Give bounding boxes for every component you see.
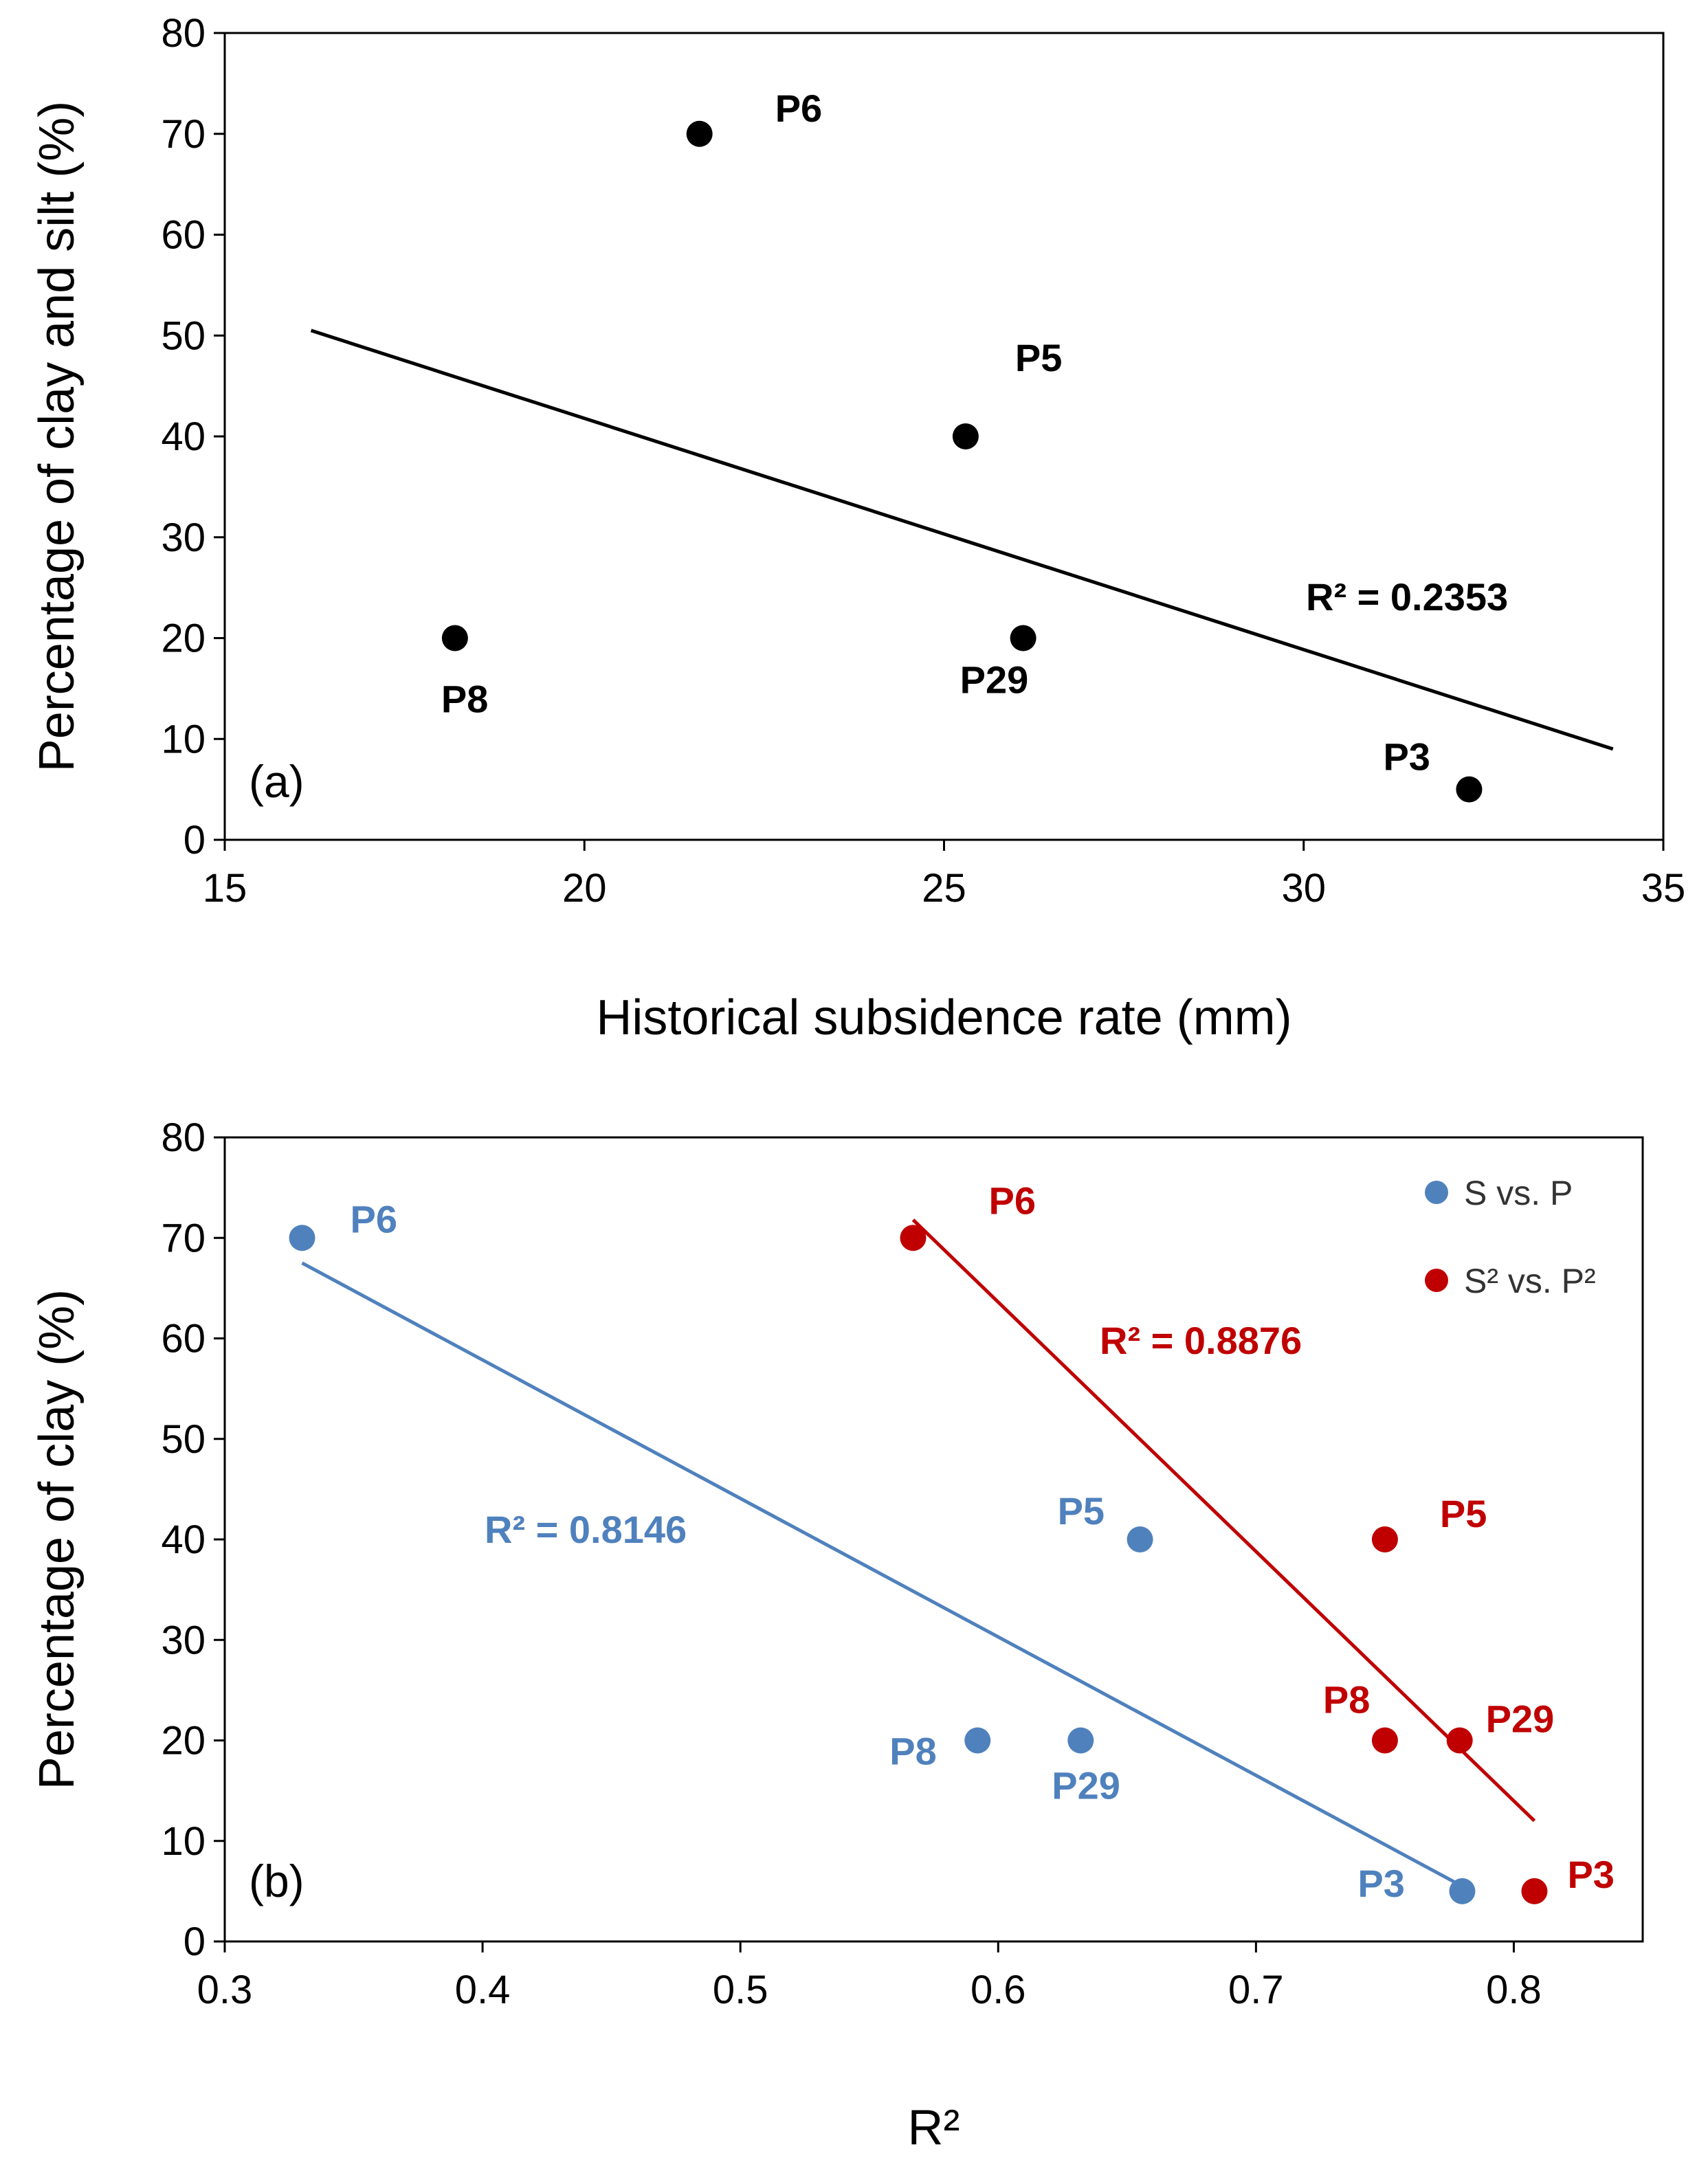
data-point <box>1446 1727 1473 1754</box>
x-tick-label: 15 <box>203 866 247 911</box>
y-tick-label: 80 <box>161 1115 206 1160</box>
x-axis-title: Historical subsidence rate (mm) <box>596 990 1291 1045</box>
y-tick-label: 40 <box>161 414 206 459</box>
data-point <box>289 1225 315 1251</box>
y-tick-label: 10 <box>161 1819 206 1864</box>
legend-marker <box>1425 1181 1448 1204</box>
point-label: P6 <box>988 1179 1036 1222</box>
x-tick-label: 0.4 <box>455 1968 511 2012</box>
data-point <box>1010 625 1036 652</box>
y-tick-label: 60 <box>161 1317 206 1361</box>
point-label: P8 <box>889 1730 937 1773</box>
data-point <box>1371 1526 1398 1552</box>
panel-label: (a) <box>249 756 304 807</box>
legend-label: S² vs. P² <box>1464 1262 1596 1300</box>
data-point <box>964 1727 991 1754</box>
y-tick-label: 20 <box>161 616 206 661</box>
x-tick-label: 35 <box>1641 866 1686 911</box>
y-tick-label: 60 <box>161 213 206 258</box>
data-point <box>1456 776 1483 803</box>
y-axis-title: Percentage of clay and silt (%) <box>30 101 85 772</box>
panel-label: (b) <box>249 1856 304 1906</box>
point-label: P8 <box>1323 1678 1371 1722</box>
data-point <box>1521 1878 1548 1904</box>
y-tick-label: 50 <box>161 1417 206 1462</box>
y-tick-label: 0 <box>184 818 206 862</box>
data-point <box>441 625 468 652</box>
legend: S vs. P S² vs. P² <box>1425 1174 1596 1300</box>
point-label: P8 <box>441 678 489 721</box>
legend-label: S vs. P <box>1464 1174 1573 1212</box>
data-point <box>1371 1727 1398 1754</box>
x-tick-label: 0.8 <box>1486 1968 1542 2012</box>
y-tick-label: 0 <box>184 1919 206 1964</box>
y-axis-title: Percentage of clay (%) <box>30 1289 85 1790</box>
y-tick-label: 70 <box>161 1216 206 1260</box>
y-tick-label: 10 <box>161 717 206 761</box>
point-label: P29 <box>1486 1697 1555 1741</box>
trendline <box>301 1261 1463 1888</box>
point-label: P29 <box>1052 1764 1120 1807</box>
y-tick-label: 40 <box>161 1517 206 1562</box>
x-tick-label: 20 <box>562 866 607 911</box>
y-tick-label: 50 <box>161 313 206 358</box>
trendline <box>911 1218 1536 1823</box>
point-label: P6 <box>775 87 823 130</box>
y-tick-label: 30 <box>161 515 206 560</box>
point-label: P5 <box>1015 336 1063 379</box>
trendline <box>310 329 1614 751</box>
data-point <box>952 423 979 449</box>
legend-marker <box>1425 1269 1448 1292</box>
point-label: P5 <box>1058 1489 1105 1533</box>
point-label: P5 <box>1440 1492 1487 1535</box>
point-label: P29 <box>960 658 1029 702</box>
x-tick-label: 25 <box>922 866 966 911</box>
y-tick-label: 30 <box>161 1618 206 1662</box>
point-label: P6 <box>351 1197 398 1240</box>
data-point <box>1449 1878 1476 1904</box>
r-squared-label: R² = 0.2353 <box>1306 575 1508 619</box>
chart-panel-a: 0 10 20 30 40 50 60 70 80 15 20 25 30 35 Historical su… <box>30 11 1685 1045</box>
x-tick-label: 0.7 <box>1228 1968 1284 2012</box>
y-tick-label: 20 <box>161 1719 206 1763</box>
x-tick-label: 0.6 <box>971 1968 1026 2012</box>
y-tick-label: 80 <box>161 11 206 56</box>
x-tick-label: 30 <box>1281 866 1326 911</box>
point-label: P3 <box>1357 1862 1405 1905</box>
point-label: P3 <box>1383 735 1430 779</box>
x-tick-label: 0.5 <box>713 1968 768 2012</box>
data-point <box>1067 1727 1094 1754</box>
r-squared-label: R² = 0.8876 <box>1100 1319 1302 1362</box>
data-point <box>1127 1526 1153 1552</box>
x-axis-title: R² <box>908 2100 960 2155</box>
x-tick-label: 0.3 <box>197 1968 253 2012</box>
point-label: P3 <box>1567 1853 1615 1896</box>
data-point <box>900 1225 927 1251</box>
chart-panel-b: 0 10 20 30 40 50 60 70 80 0.3 0.4 0.5 0.6 0.7 0.8 R² Per… <box>30 1115 1644 2155</box>
r-squared-label: R² = 0.8146 <box>485 1508 687 1551</box>
data-point <box>686 120 713 147</box>
y-tick-label: 70 <box>161 112 206 157</box>
